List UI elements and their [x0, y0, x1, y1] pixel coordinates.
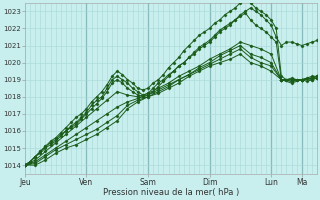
X-axis label: Pression niveau de la mer( hPa ): Pression niveau de la mer( hPa ) — [103, 188, 239, 197]
